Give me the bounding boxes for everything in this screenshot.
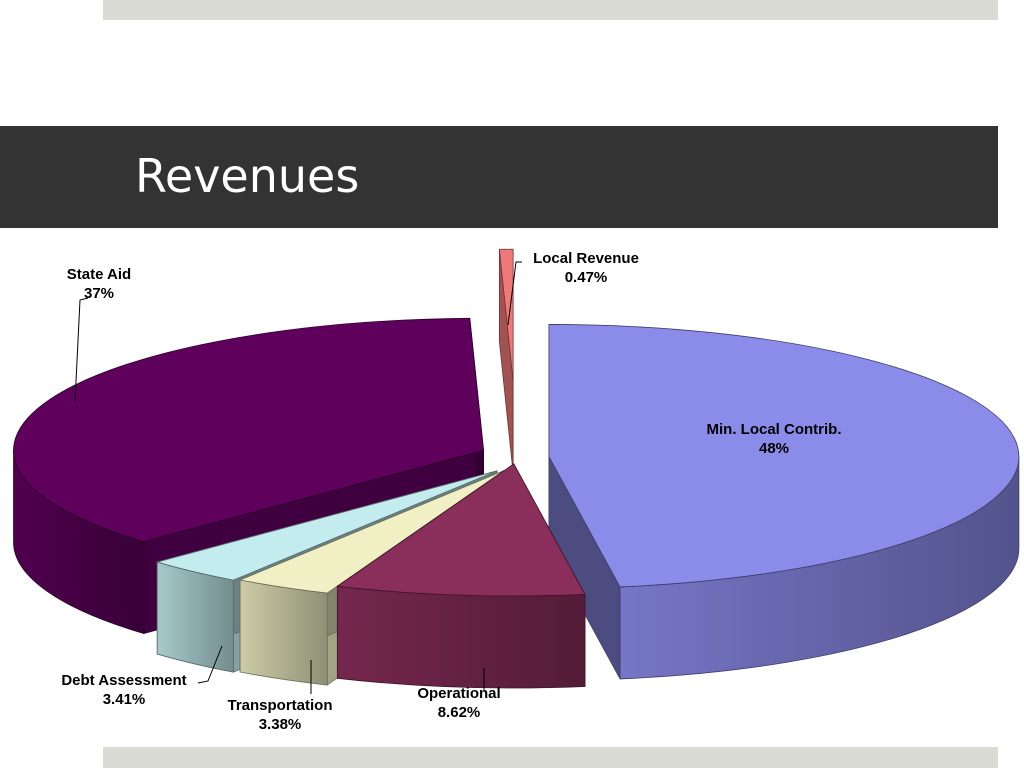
slice-front-wall — [239, 579, 328, 686]
slice-category-label: Local Revenue — [533, 250, 639, 267]
slice-label: Transportation 3.38% — [227, 697, 332, 733]
leader-line — [74, 297, 89, 403]
slice-label: Operational 8.62% — [417, 685, 500, 721]
slice-top-face — [548, 324, 1020, 588]
slide-title: Revenues — [135, 149, 360, 203]
slice-category-label: Operational — [417, 685, 500, 702]
pie-slices — [13, 248, 1020, 689]
top-stripe — [103, 0, 998, 20]
slice-min-local-contrib — [548, 324, 1020, 680]
slice-local-revenue — [498, 248, 514, 474]
slice-labels: Min. Local Contrib. 48% Operational 8.62% Tr… — [61, 250, 841, 733]
slice-label: Debt Assessment 3.41% — [61, 672, 186, 708]
slice-top-face — [498, 248, 514, 382]
slice-value-label: 0.47% — [565, 269, 608, 286]
slice-category-label: Transportation — [227, 697, 332, 714]
leader-line — [507, 261, 522, 326]
slice-top-face — [155, 470, 498, 581]
title-band — [0, 126, 998, 228]
slice-label: State Aid 37% — [67, 266, 131, 302]
slice-value-label: 48% — [759, 440, 789, 457]
leader-line — [197, 645, 223, 684]
slice-category-label: Debt Assessment — [61, 672, 186, 689]
slice-front-wall — [156, 561, 234, 673]
slice-category-label: State Aid — [67, 266, 131, 283]
slice-category-label: Min. Local Contrib. — [707, 421, 842, 438]
slice-top-face — [13, 317, 484, 542]
bottom-stripe — [103, 747, 998, 768]
slice-top-face — [238, 470, 504, 594]
slice-value-label: 37% — [84, 285, 114, 302]
slice-top-face — [336, 463, 586, 597]
slice-value-label: 8.62% — [438, 704, 481, 721]
slice-label: Min. Local Contrib. 48% — [707, 421, 842, 457]
slice-front-wall — [336, 585, 586, 689]
slice-operational — [336, 463, 586, 689]
slice-value-label: 3.38% — [259, 716, 302, 733]
slice-value-label: 3.41% — [103, 691, 146, 708]
leader-lines — [74, 261, 522, 694]
slice-label: Local Revenue 0.47% — [533, 250, 639, 286]
